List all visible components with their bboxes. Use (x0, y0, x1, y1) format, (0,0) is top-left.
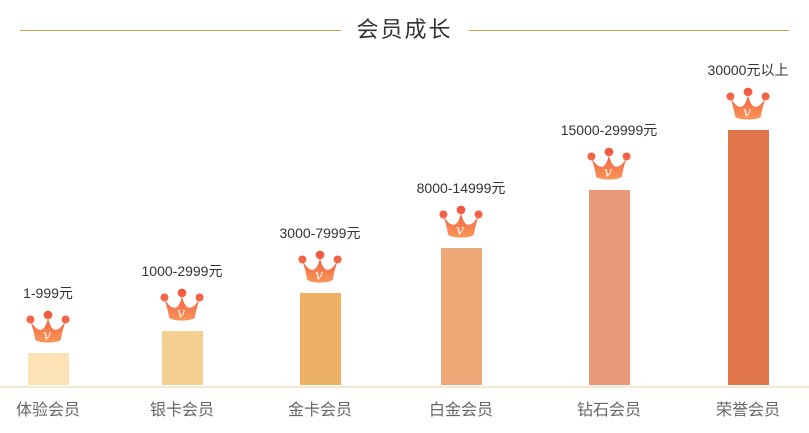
price-range-label: 15000-29999元 (560, 122, 658, 138)
crown-letter: v (177, 305, 185, 321)
header: 会员成长 (20, 17, 790, 43)
tier-name-label: 荣誉会员 (715, 402, 780, 419)
page-title: 会员成长 (356, 17, 453, 42)
price-range-label: 3000-7999元 (279, 225, 361, 241)
tier-column-3: 3000-7999元 v 金卡会员 (260, 223, 380, 433)
bar (27, 353, 69, 385)
bar (161, 331, 203, 385)
crown-icon: v (26, 310, 70, 343)
price-range-label: 8000-14999元 (416, 180, 506, 196)
tier-name-label: 体验会员 (15, 402, 80, 419)
divider-left (20, 29, 341, 31)
divider-right (468, 29, 790, 31)
bar (299, 293, 341, 385)
tier-column-6: 30000元以上 v 荣誉会员 (688, 60, 808, 433)
price-range-label: 30000元以上 (707, 62, 789, 78)
tier-name-label: 钻石会员 (576, 402, 641, 419)
bar (727, 130, 769, 385)
bar (440, 248, 482, 385)
tier-column-4: 8000-14999元 v 白金会员 (401, 178, 521, 433)
crown-icon: v (439, 205, 483, 238)
crown-icon: v (298, 250, 342, 283)
tier-column-2: 1000-2999元 v 银卡会员 (122, 261, 242, 433)
tier-column-5: 15000-29999元 v 钻石会员 (549, 120, 669, 433)
bar (588, 190, 630, 385)
tier-name-label: 银卡会员 (149, 402, 214, 419)
crown-letter: v (315, 267, 323, 283)
price-range-label: 1000-2999元 (141, 263, 223, 279)
tier-name-label: 金卡会员 (287, 402, 352, 419)
axis-baseline (0, 386, 809, 388)
tier-column-1: 1-999元 v 体验会员 (0, 283, 108, 433)
crown-letter: v (456, 222, 464, 238)
crown-letter: v (604, 164, 612, 180)
crown-letter: v (43, 327, 51, 343)
crown-icon: v (587, 147, 631, 180)
tier-name-label: 白金会员 (428, 402, 493, 419)
crown-icon: v (160, 288, 204, 321)
price-range-label: 1-999元 (23, 285, 73, 301)
crown-letter: v (743, 104, 751, 120)
crown-icon: v (726, 87, 770, 120)
